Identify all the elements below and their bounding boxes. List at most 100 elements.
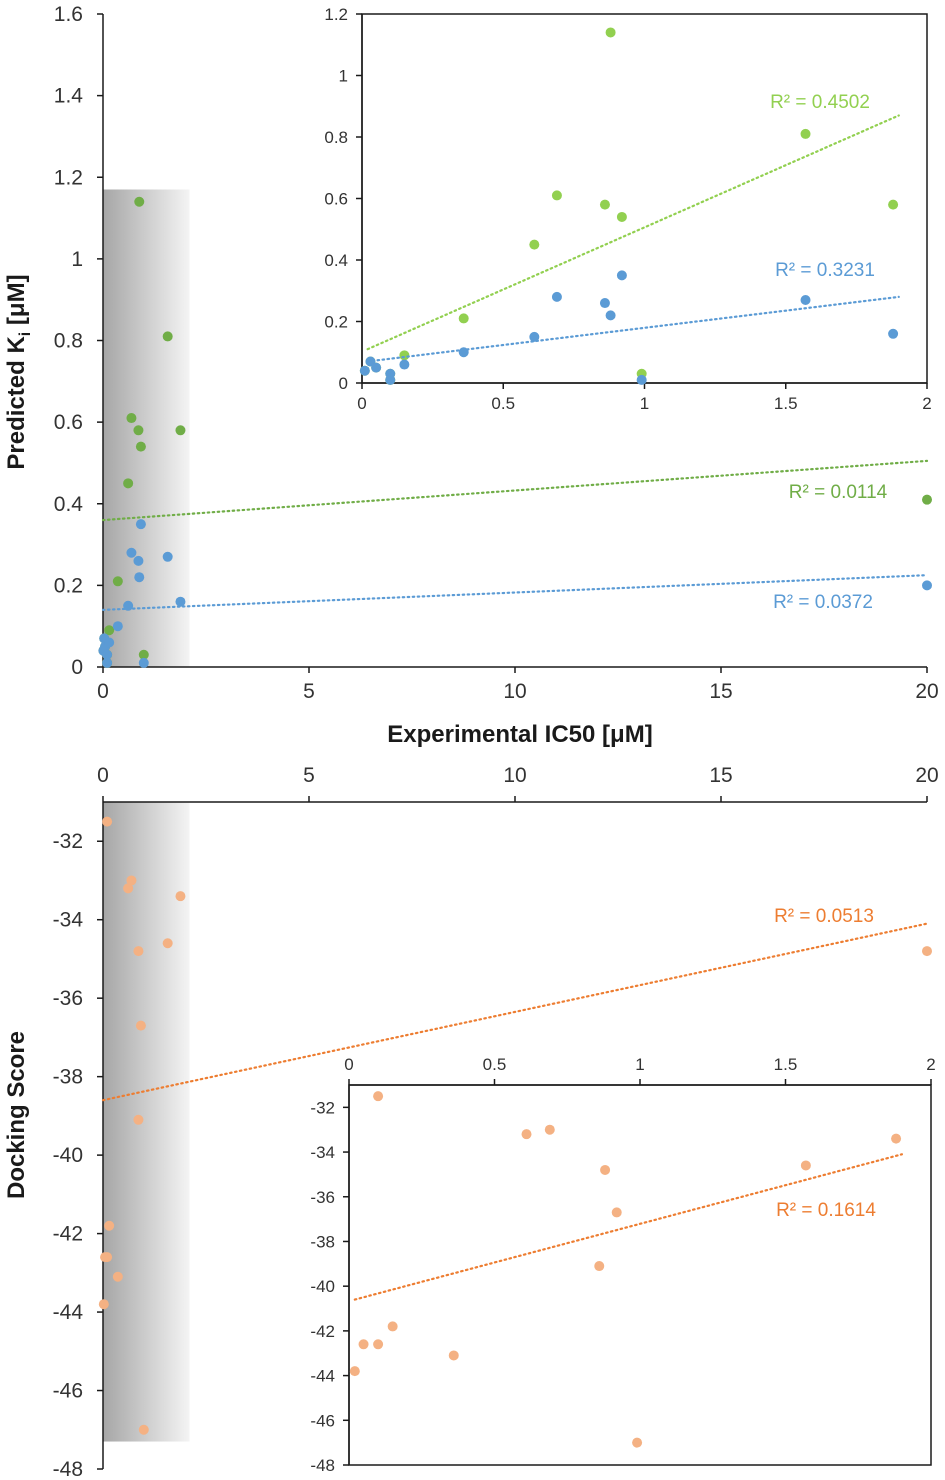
y-tick-label: 0.6 (54, 411, 83, 434)
data-point (611, 1207, 622, 1218)
y-tick-label: 1.2 (54, 166, 83, 189)
data-point (162, 938, 173, 949)
top-y-axis-title-unit: [μM] (3, 274, 30, 331)
data-point (800, 294, 811, 305)
r-squared-label: R² = 0.4502 (770, 92, 870, 113)
data-point (385, 374, 396, 385)
y-tick-label: -42 (310, 1322, 335, 1341)
shaded-region (103, 802, 190, 1442)
data-point (600, 1164, 611, 1175)
r-squared-label: R² = 0.0372 (773, 592, 873, 613)
data-point (551, 291, 562, 302)
trendline (101, 574, 929, 611)
data-point (133, 946, 144, 957)
shaded-region (103, 189, 190, 667)
x-tick-label: 5 (303, 680, 315, 703)
data-point (126, 547, 137, 558)
x-tick-label: 0 (97, 680, 109, 703)
data-point (458, 347, 469, 358)
data-point (112, 576, 123, 587)
y-tick-label: 1 (339, 67, 348, 86)
data-point (112, 1271, 123, 1282)
bottom-inset-chart: 0 0.5 1 1.5 2 -32 -34 -36 -38 -40 -42 -44 -46 -48 R² =… (310, 1055, 935, 1475)
r-squared-label: R² = 0.3231 (775, 260, 875, 281)
data-point (104, 637, 115, 648)
data-point (123, 478, 134, 489)
trendline (366, 295, 900, 363)
data-point (134, 572, 145, 583)
data-point (373, 1339, 384, 1350)
data-point (599, 298, 610, 309)
x-tick-label: 1.5 (774, 1055, 798, 1074)
data-point (134, 196, 145, 207)
data-point (529, 239, 540, 250)
x-tick-label: 0 (357, 394, 366, 413)
x-tick-label: 5 (303, 764, 315, 787)
inset-frame (361, 13, 928, 384)
data-point (123, 883, 134, 894)
y-tick-label: -40 (310, 1277, 335, 1296)
data-point (135, 441, 146, 452)
inset-frame (348, 1084, 932, 1466)
data-point (632, 1437, 643, 1448)
y-tick-label: -34 (310, 1143, 335, 1162)
trendline (353, 1153, 904, 1301)
data-point (126, 875, 137, 886)
y-tick-label: -40 (53, 1144, 83, 1167)
data-point (529, 331, 540, 342)
y-tick-label: 1.2 (324, 5, 348, 24)
data-point (138, 649, 149, 660)
data-point (373, 1091, 384, 1102)
data-point (922, 946, 932, 957)
y-tick-label: -46 (310, 1411, 335, 1430)
x-tick-label: 0 (344, 1055, 353, 1074)
top-x-axis-title: Experimental IC50 [μM] (387, 721, 652, 748)
x-tick-label: 0.5 (483, 1055, 507, 1074)
x-tick-label: 20 (915, 680, 938, 703)
x-tick-label: 20 (915, 764, 938, 787)
y-tick-label: -42 (53, 1223, 83, 1246)
y-tick-label: -34 (53, 909, 84, 932)
y-tick-label: 1.4 (54, 85, 84, 108)
y-tick-label: 1 (71, 248, 83, 271)
data-point (399, 359, 410, 370)
data-point (102, 1252, 113, 1263)
data-point (98, 1299, 109, 1310)
data-point (888, 199, 899, 210)
x-tick-label: 10 (503, 764, 526, 787)
data-point (102, 657, 113, 668)
data-point (112, 621, 123, 632)
x-tick-label: 1.5 (774, 394, 798, 413)
data-point (123, 600, 134, 611)
y-tick-label: -36 (53, 987, 83, 1010)
data-point (399, 350, 410, 361)
y-tick-label: 1.6 (54, 3, 83, 26)
data-point (616, 270, 627, 281)
y-tick-label: 0.8 (324, 128, 348, 147)
x-tick-label: 15 (709, 764, 732, 787)
top-y-axis-title: Predicted Ki [μM] (3, 274, 34, 469)
y-tick-label: 0.2 (54, 574, 83, 597)
r-squared-label: R² = 0.0513 (774, 906, 874, 927)
y-tick-label: 0.4 (324, 251, 348, 270)
data-point (104, 1220, 115, 1231)
data-point (800, 128, 811, 139)
y-tick-label: -38 (310, 1232, 335, 1251)
x-tick-label: 15 (709, 680, 732, 703)
y-tick-label: -46 (53, 1380, 83, 1403)
y-tick-label: 0.8 (54, 330, 83, 353)
data-point (104, 625, 115, 636)
data-point (162, 331, 173, 342)
data-point (521, 1129, 532, 1140)
data-point (594, 1261, 605, 1272)
data-point (800, 1160, 811, 1171)
data-point (349, 1366, 360, 1377)
data-point (371, 362, 382, 373)
y-tick-label: -44 (53, 1301, 84, 1324)
data-point (175, 891, 186, 902)
data-point (605, 310, 616, 321)
data-point (891, 1133, 902, 1144)
trendline (101, 922, 929, 1102)
